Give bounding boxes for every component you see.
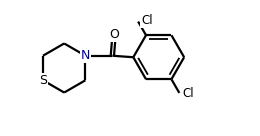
Text: Cl: Cl [182,87,194,100]
Text: S: S [39,74,47,87]
Text: Cl: Cl [141,14,153,27]
Text: N: N [81,49,90,62]
Text: O: O [109,28,119,41]
